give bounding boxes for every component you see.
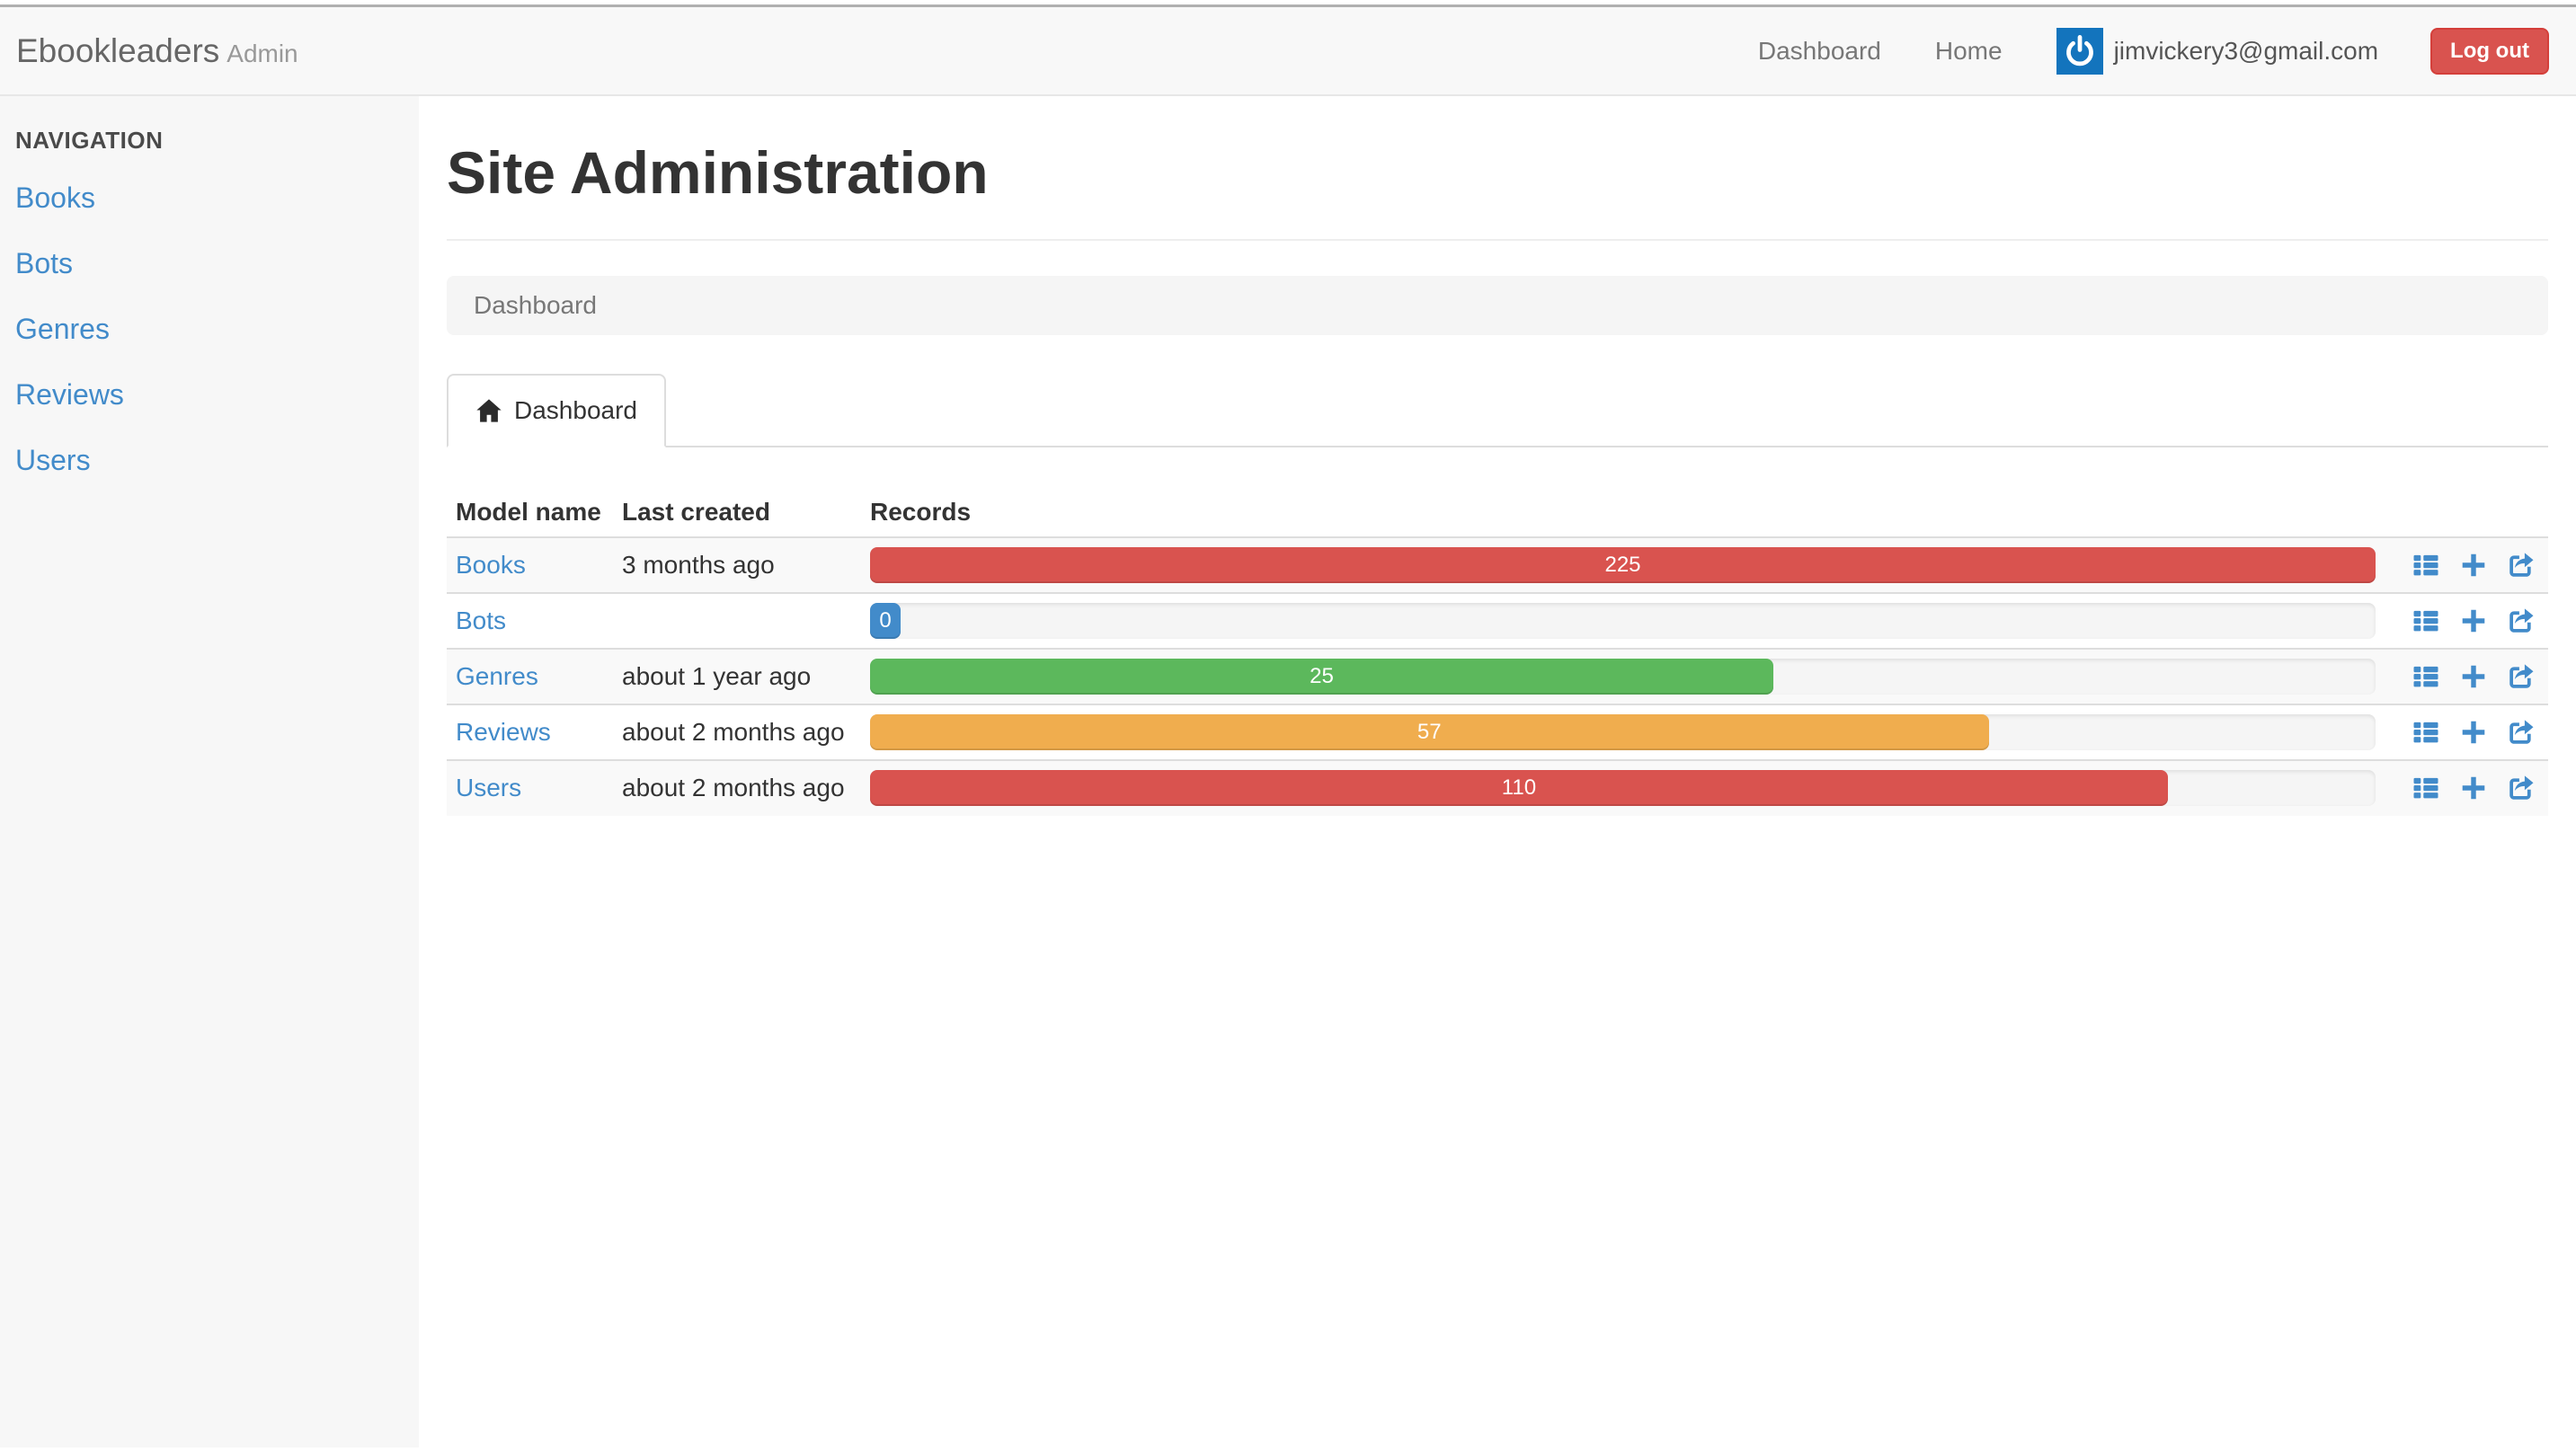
column-header-last-created: Last created bbox=[613, 488, 861, 538]
add-icon[interactable] bbox=[2460, 607, 2487, 634]
export-icon[interactable] bbox=[2508, 775, 2535, 801]
user-avatar bbox=[2056, 27, 2103, 75]
records-cell: 225 bbox=[861, 536, 2385, 593]
last-created-cell: about 2 months ago bbox=[613, 758, 861, 816]
progress-bar-users: 110 bbox=[870, 770, 2168, 807]
nav-link-dashboard[interactable]: Dashboard bbox=[1757, 36, 1881, 65]
progress-track: 110 bbox=[870, 770, 2376, 807]
tab-bar: Dashboard bbox=[447, 373, 2548, 447]
table-row-books: Books 3 months ago 225 bbox=[447, 536, 2548, 593]
last-created-cell: about 1 year ago bbox=[613, 647, 861, 704]
records-count: 110 bbox=[1501, 775, 1537, 801]
table-row-genres: Genres about 1 year ago 25 bbox=[447, 647, 2548, 704]
progress-track: 25 bbox=[870, 658, 2376, 695]
records-cell: 25 bbox=[861, 647, 2385, 704]
records-cell: 0 bbox=[861, 591, 2385, 649]
table-header-row: Model name Last created Records bbox=[447, 488, 2548, 538]
progress-bar-genres: 25 bbox=[870, 658, 1773, 695]
progress-bar-reviews: 57 bbox=[870, 713, 1989, 750]
list-icon[interactable] bbox=[2412, 775, 2439, 801]
progress-track: 57 bbox=[870, 713, 2376, 750]
row-actions bbox=[2394, 775, 2539, 801]
models-table: Model name Last created Records Books 3 … bbox=[447, 488, 2548, 816]
export-icon[interactable] bbox=[2508, 607, 2535, 634]
records-count: 57 bbox=[1417, 719, 1442, 744]
page-title: Site Administration bbox=[447, 139, 989, 206]
add-icon[interactable] bbox=[2460, 663, 2487, 690]
table-row-bots: Bots 0 bbox=[447, 591, 2548, 649]
brand-name: Ebookleaders bbox=[16, 31, 220, 69]
add-icon[interactable] bbox=[2460, 719, 2487, 746]
export-icon[interactable] bbox=[2508, 663, 2535, 690]
sidebar-item-users[interactable]: Users bbox=[15, 444, 91, 476]
brand-suffix: Admin bbox=[227, 39, 298, 67]
window-top-edge bbox=[0, 0, 2576, 7]
sidebar-item-reviews[interactable]: Reviews bbox=[15, 378, 124, 411]
navbar: Ebookleaders Admin Dashboard Home jimvick… bbox=[0, 7, 2576, 96]
column-header-records: Records bbox=[861, 488, 2385, 538]
table-row-users: Users about 2 months ago 110 bbox=[447, 758, 2548, 816]
progress-bar-bots: 0 bbox=[870, 602, 901, 639]
add-icon[interactable] bbox=[2460, 775, 2487, 801]
progress-track: 0 bbox=[870, 602, 2376, 639]
list-icon[interactable] bbox=[2412, 719, 2439, 746]
records-count: 0 bbox=[879, 607, 892, 633]
logout-button[interactable]: Log out bbox=[2430, 27, 2549, 75]
model-link-genres[interactable]: Genres bbox=[456, 661, 538, 690]
column-header-actions bbox=[2385, 488, 2548, 538]
model-link-bots[interactable]: Bots bbox=[456, 606, 507, 634]
main-content: Site Administration Dashboard Dashboard … bbox=[419, 96, 2576, 1448]
model-link-users[interactable]: Users bbox=[456, 774, 522, 802]
list-icon[interactable] bbox=[2412, 607, 2439, 634]
export-icon[interactable] bbox=[2508, 719, 2535, 746]
last-created-cell: 3 months ago bbox=[613, 536, 861, 593]
last-created-cell bbox=[613, 591, 861, 649]
user-email-link[interactable]: jimvickery3@gmail.com bbox=[2113, 36, 2379, 65]
sidebar-item-genres[interactable]: Genres bbox=[15, 313, 110, 345]
breadcrumb: Dashboard bbox=[447, 275, 2548, 335]
column-header-model-name: Model name bbox=[447, 488, 613, 538]
tab-dashboard[interactable]: Dashboard bbox=[447, 373, 666, 447]
breadcrumb-item-dashboard: Dashboard bbox=[474, 290, 597, 319]
progress-track: 225 bbox=[870, 546, 2376, 583]
home-icon bbox=[475, 397, 502, 424]
sidebar-item-books[interactable]: Books bbox=[15, 182, 95, 214]
row-actions bbox=[2394, 719, 2539, 746]
page-body: NAVIGATION Books Bots Genres Reviews Use… bbox=[0, 96, 2576, 1448]
row-actions bbox=[2394, 552, 2539, 579]
tab-dashboard-label: Dashboard bbox=[514, 395, 637, 424]
sidebar: NAVIGATION Books Bots Genres Reviews Use… bbox=[0, 96, 419, 1448]
brand[interactable]: Ebookleaders Admin bbox=[16, 32, 298, 70]
records-count: 25 bbox=[1310, 663, 1334, 688]
row-actions bbox=[2394, 607, 2539, 634]
nav-link-home[interactable]: Home bbox=[1934, 36, 2003, 65]
row-actions bbox=[2394, 663, 2539, 690]
model-link-books[interactable]: Books bbox=[456, 550, 526, 579]
model-link-reviews[interactable]: Reviews bbox=[456, 717, 551, 746]
power-icon bbox=[2063, 34, 2097, 68]
last-created-cell: about 2 months ago bbox=[613, 703, 861, 760]
add-icon[interactable] bbox=[2460, 552, 2487, 579]
export-icon[interactable] bbox=[2508, 552, 2535, 579]
table-row-reviews: Reviews about 2 months ago 57 bbox=[447, 703, 2548, 760]
records-cell: 110 bbox=[861, 758, 2385, 816]
sidebar-item-bots[interactable]: Bots bbox=[15, 247, 74, 279]
navbar-right: Dashboard Home jimvickery3@gmail.com Log… bbox=[1757, 27, 2549, 75]
list-icon[interactable] bbox=[2412, 552, 2439, 579]
title-divider bbox=[447, 238, 2548, 241]
sidebar-heading: NAVIGATION bbox=[15, 127, 164, 154]
list-icon[interactable] bbox=[2412, 663, 2439, 690]
progress-bar-books: 225 bbox=[870, 546, 2376, 583]
records-cell: 57 bbox=[861, 703, 2385, 760]
records-count: 225 bbox=[1604, 552, 1641, 577]
